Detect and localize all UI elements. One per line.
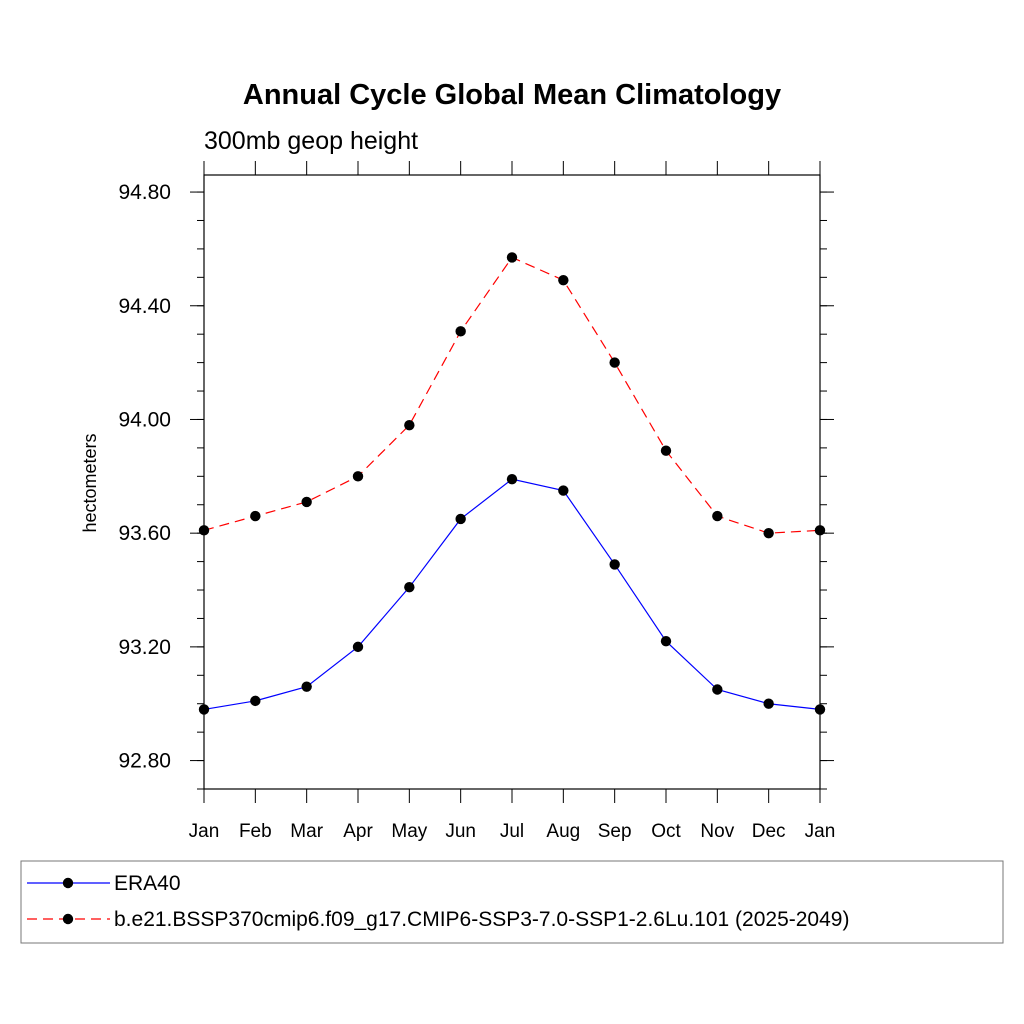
series-0-point	[609, 559, 620, 570]
series-1-point	[404, 419, 415, 431]
y-axis-label: hectometers	[80, 433, 100, 532]
series-0-point	[455, 513, 466, 525]
y-tick-label: 94.40	[118, 295, 171, 318]
series-1-point	[558, 274, 569, 286]
series-1-point	[506, 252, 518, 263]
series-0-point	[558, 485, 569, 496]
series-0-point	[660, 635, 672, 647]
x-tick-label: Jan	[805, 821, 836, 842]
minor-ticks	[197, 191, 827, 790]
x-tick-label: Nov	[700, 821, 734, 842]
x-tick-label: May	[391, 821, 427, 842]
y-tick-label: 93.20	[118, 636, 171, 659]
x-tick-label: Mar	[290, 821, 323, 842]
series-1-point	[352, 471, 364, 482]
series-layer	[198, 252, 826, 715]
y-tick-label: 93.60	[118, 522, 171, 545]
x-tick-label: Aug	[546, 821, 580, 842]
chart-title: Annual Cycle Global Mean Climatology	[243, 79, 781, 111]
major-ticks	[190, 161, 834, 803]
series-1-point	[301, 496, 312, 508]
plot-frame	[203, 174, 821, 790]
legend: ERA40 b.e21.BSSP370cmip6.f09_g17.CMIP6-SS…	[20, 860, 1004, 944]
x-tick-label: Sep	[598, 821, 632, 842]
series-1-point	[609, 357, 620, 368]
x-tick-label: Feb	[239, 821, 272, 842]
y-tick-label: 94.00	[118, 408, 171, 431]
series-1-point	[455, 326, 466, 337]
series-0-point	[404, 581, 415, 593]
series-0-point	[352, 641, 364, 653]
legend-box	[20, 860, 1004, 944]
x-tick-label: Dec	[752, 821, 786, 842]
x-tick-label: Oct	[651, 821, 681, 842]
legend-entries: ERA40 b.e21.BSSP370cmip6.f09_g17.CMIP6-SS…	[27, 872, 849, 931]
legend-label-0: ERA40	[114, 872, 181, 895]
series-line-1	[203, 256, 821, 534]
series-0-point	[712, 684, 723, 695]
series-1-point	[250, 510, 261, 522]
y-tick-label: 94.80	[118, 181, 171, 204]
series-1-point	[660, 445, 672, 456]
series-0-point	[250, 695, 261, 707]
series-line-0	[203, 478, 821, 711]
x-tick-label: Jun	[445, 821, 476, 842]
x-tick-label: Jul	[500, 821, 524, 842]
x-tick-label: Apr	[343, 821, 373, 842]
x-tick-labels: Jan Feb Mar Apr May Jun Jul Aug Sep Oct Nov Dec Jan	[189, 821, 836, 842]
series-0-point	[506, 473, 518, 485]
series-0-point	[763, 698, 774, 709]
legend-label-1: b.e21.BSSP370cmip6.f09_g17.CMIP6-SSP3-7.…	[114, 908, 849, 931]
legend-marker-1	[62, 913, 74, 925]
series-0-point	[301, 681, 312, 692]
legend-marker-0	[62, 877, 74, 889]
chart-subtitle: 300mb geop height	[204, 127, 418, 155]
x-tick-label: Jan	[189, 821, 220, 842]
series-1-point	[763, 527, 774, 539]
y-tick-labels: 92.80 93.20 93.60 94.00 94.40 94.80	[118, 181, 171, 773]
series-1-point	[712, 510, 723, 522]
y-tick-label: 92.80	[118, 750, 171, 773]
